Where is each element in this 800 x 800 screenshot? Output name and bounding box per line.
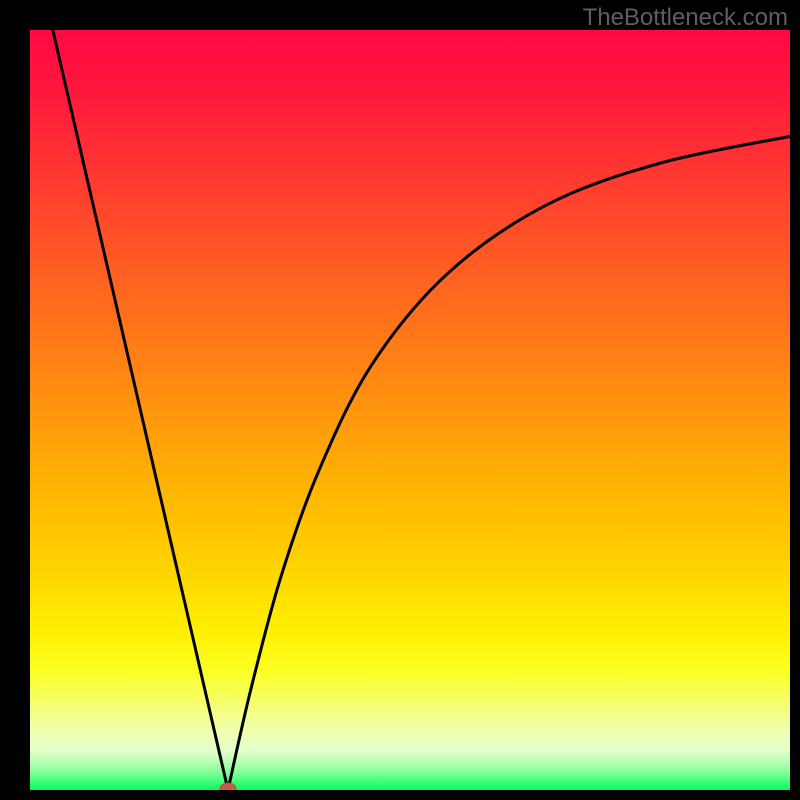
chart-stage: TheBottleneck.com	[0, 0, 800, 800]
attribution-text: TheBottleneck.com	[583, 4, 788, 32]
plot-background	[30, 30, 790, 790]
frame-bottom	[0, 790, 800, 800]
bottleneck-chart	[0, 0, 800, 800]
frame-right	[790, 0, 800, 800]
frame-left	[0, 0, 30, 800]
